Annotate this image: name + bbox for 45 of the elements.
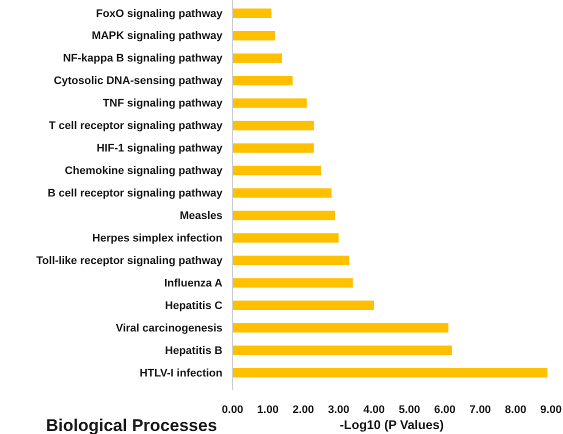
x-tick-label: 3.00 [328,404,350,416]
y-tick-label: Herpes simplex infection [92,232,223,244]
bar [232,210,336,220]
y-tick-label: Toll-like receptor signaling pathway [36,254,224,267]
x-tick-label: 0.00 [222,404,244,416]
bar [232,120,314,130]
bar [232,323,448,333]
y-tick-label: Influenza A [164,277,223,290]
bar [232,368,548,378]
y-tick-label: FoxO signaling pathway [96,8,224,20]
y-tick-label: HIF-1 signaling pathway [96,142,224,155]
x-tick-label: 5.00 [398,404,420,416]
y-tick-label: Hepatitis C [165,300,223,312]
x-tick-label: 8.00 [504,404,526,416]
bar [232,53,282,63]
bar [232,30,275,40]
y-tick-label: Viral carcinogenesis [116,322,222,334]
y-tick-label: MAPK signaling pathway [92,30,224,42]
x-axis-title: -Log10 (P Values) [340,418,444,432]
bar [232,76,293,86]
y-tick-label: Measles [180,210,222,222]
x-tick-label: 1.00 [257,404,279,416]
x-tick-label: 9.00 [540,404,562,416]
bar [232,98,307,108]
bar [232,233,339,243]
y-tick-label: B cell receptor signaling pathway [48,188,224,200]
x-tick-label: 2.00 [292,404,314,416]
bar [232,256,350,266]
y-tick-label: HTLV-I infection [140,367,223,380]
y-tick-label: T cell receptor signaling pathway [48,120,224,132]
y-tick-label: NF-kappa B signaling pathway [62,52,224,65]
x-tick-label: 7.00 [470,404,491,416]
bar [232,278,353,288]
bar [232,143,314,153]
y-tick-label: Cytosolic DNA-sensing pathway [54,75,224,88]
y-tick-label: TNF signaling pathway [102,98,224,110]
bar [232,300,374,310]
x-tick-label: 6.00 [434,404,456,416]
bar [232,188,332,198]
y-tick-label: Chemokine signaling pathway [64,165,224,178]
x-tick-label: 4.00 [363,404,385,416]
bar [232,346,452,356]
bar [232,166,321,176]
bar [232,8,272,18]
y-tick-label: Hepatitis B [165,344,223,357]
